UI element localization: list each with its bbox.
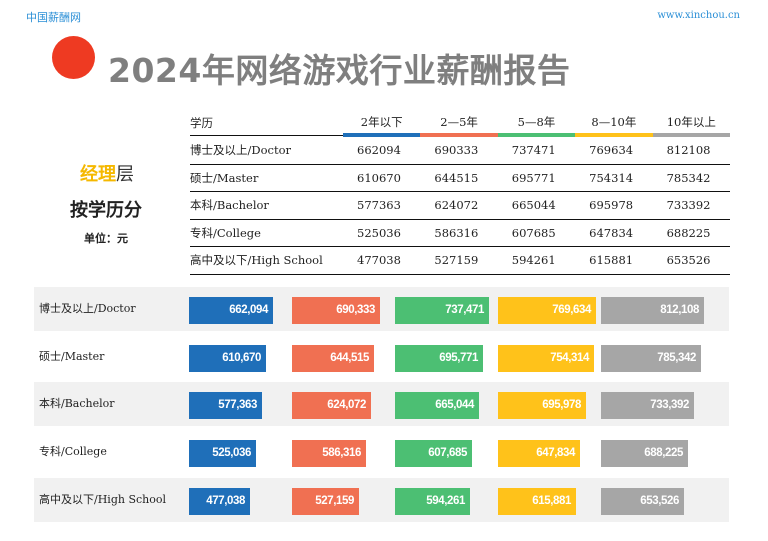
level-highlight: 经理 bbox=[80, 164, 116, 185]
table-cell-value: 695771 bbox=[497, 164, 576, 192]
table-cell-value: 688225 bbox=[652, 219, 730, 247]
salary-bar: 695,978 bbox=[498, 392, 586, 419]
brand-url[interactable]: www.xinchou.cn bbox=[657, 10, 740, 21]
brand-name: 中国薪酬网 bbox=[26, 11, 81, 24]
table-row: 本科/Bachelor 577363 624072 665044 695978 73339… bbox=[190, 191, 730, 220]
salary-bar: 525,036 bbox=[189, 440, 256, 467]
table-header-years-3: 5—8年 bbox=[497, 110, 576, 137]
bar-row: 专科/College 525,036 586,316 607,685 647,834 68… bbox=[34, 430, 729, 474]
salary-bar: 610,670 bbox=[189, 345, 266, 372]
table-cell-value: 653526 bbox=[652, 246, 730, 275]
bar-row-label: 高中及以下/High School bbox=[39, 493, 166, 506]
salary-bar: 754,314 bbox=[498, 345, 594, 372]
salary-bar: 733,392 bbox=[601, 392, 694, 419]
table-row: 专科/College 525036 586316 607685 647834 688225 bbox=[190, 219, 730, 247]
salary-bar: 690,333 bbox=[292, 297, 380, 324]
salary-bar: 769,634 bbox=[498, 297, 596, 324]
salary-table: 学历 2年以下 2—5年 5—8年 8—10年 10年以上 博士及以上/Doctor 662… bbox=[190, 110, 730, 275]
table-cell-value: 610670 bbox=[343, 164, 421, 192]
salary-bar: 607,685 bbox=[395, 440, 472, 467]
table-row: 博士及以上/Doctor 662094 690333 737471 769634 8121… bbox=[190, 135, 730, 165]
salary-bar: 647,834 bbox=[498, 440, 580, 467]
salary-bar: 477,038 bbox=[189, 488, 250, 515]
salary-bar: 527,159 bbox=[292, 488, 359, 515]
salary-bar: 688,225 bbox=[601, 440, 688, 467]
bar-row-label: 本科/Bachelor bbox=[39, 397, 115, 410]
table-cell-value: 754314 bbox=[575, 164, 653, 192]
salary-bar: 737,471 bbox=[395, 297, 489, 324]
salary-bar: 577,363 bbox=[189, 392, 262, 419]
table-cell-value: 594261 bbox=[497, 246, 576, 275]
table-cell-value: 733392 bbox=[652, 191, 730, 220]
table-header-years-2: 2—5年 bbox=[420, 110, 498, 137]
bar-row-label: 博士及以上/Doctor bbox=[39, 302, 136, 315]
bar-row: 博士及以上/Doctor 662,094 690,333 737,471 769,634… bbox=[34, 287, 729, 331]
table-cell-value: 525036 bbox=[343, 219, 421, 247]
table-cell-education: 本科/Bachelor bbox=[190, 191, 343, 220]
section-subtitle: 按学历分 bbox=[70, 200, 142, 221]
table-header-row: 学历 2年以下 2—5年 5—8年 8—10年 10年以上 bbox=[190, 110, 730, 137]
table-cell-value: 644515 bbox=[420, 164, 498, 192]
table-header-education: 学历 bbox=[190, 110, 343, 136]
table-cell-value: 615881 bbox=[575, 246, 653, 275]
table-row: 高中及以下/High School 477038 527159 594261 61588… bbox=[190, 246, 730, 275]
table-cell-value: 577363 bbox=[343, 191, 421, 220]
salary-bar: 785,342 bbox=[601, 345, 701, 372]
table-cell-value: 690333 bbox=[420, 135, 498, 165]
table-cell-value: 785342 bbox=[652, 164, 730, 192]
salary-bar: 653,526 bbox=[601, 488, 684, 515]
table-cell-value: 662094 bbox=[343, 135, 421, 165]
table-cell-education: 高中及以下/High School bbox=[190, 246, 343, 275]
table-cell-value: 695978 bbox=[575, 191, 653, 220]
salary-bar: 586,316 bbox=[292, 440, 366, 467]
table-cell-education: 博士及以上/Doctor bbox=[190, 135, 343, 165]
bar-row: 本科/Bachelor 577,363 624,072 665,044 695,978 7… bbox=[34, 382, 729, 426]
table-header-years-1: 2年以下 bbox=[343, 110, 421, 137]
salary-bar: 665,044 bbox=[395, 392, 479, 419]
table-cell-value: 607685 bbox=[497, 219, 576, 247]
table-cell-value: 624072 bbox=[420, 191, 498, 220]
salary-bar: 624,072 bbox=[292, 392, 371, 419]
table-row: 硕士/Master 610670 644515 695771 754314 785342 bbox=[190, 164, 730, 192]
level-rest: 层 bbox=[116, 164, 134, 185]
salary-bar: 594,261 bbox=[395, 488, 470, 515]
table-cell-value: 737471 bbox=[497, 135, 576, 165]
table-cell-value: 477038 bbox=[343, 246, 421, 275]
bar-row-label: 硕士/Master bbox=[39, 350, 105, 363]
salary-bar: 812,108 bbox=[601, 297, 704, 324]
table-cell-value: 586316 bbox=[420, 219, 498, 247]
salary-bar: 644,515 bbox=[292, 345, 374, 372]
salary-bar: 662,094 bbox=[189, 297, 273, 324]
table-cell-value: 527159 bbox=[420, 246, 498, 275]
bar-row-label: 专科/College bbox=[39, 445, 107, 458]
level-title: 经理层 bbox=[80, 160, 134, 186]
table-body: 博士及以上/Doctor 662094 690333 737471 769634 8121… bbox=[190, 135, 730, 275]
table-cell-education: 专科/College bbox=[190, 219, 343, 247]
bar-row: 硕士/Master 610,670 644,515 695,771 754,314 785… bbox=[34, 335, 729, 379]
title-dot bbox=[52, 36, 95, 79]
table-cell-education: 硕士/Master bbox=[190, 164, 343, 192]
table-cell-value: 812108 bbox=[652, 135, 730, 165]
salary-bar: 695,771 bbox=[395, 345, 483, 372]
table-cell-value: 769634 bbox=[575, 135, 653, 165]
table-header-years-5: 10年以上 bbox=[652, 110, 730, 137]
page-title: 2024年网络游戏行业薪酬报告 bbox=[108, 51, 571, 90]
salary-bar: 615,881 bbox=[498, 488, 576, 515]
table-cell-value: 665044 bbox=[497, 191, 576, 220]
unit-label: 单位：元 bbox=[84, 232, 128, 245]
bar-row: 高中及以下/High School 477,038 527,159 594,261 61… bbox=[34, 478, 729, 522]
table-header-years-4: 8—10年 bbox=[575, 110, 653, 137]
table-cell-value: 647834 bbox=[575, 219, 653, 247]
